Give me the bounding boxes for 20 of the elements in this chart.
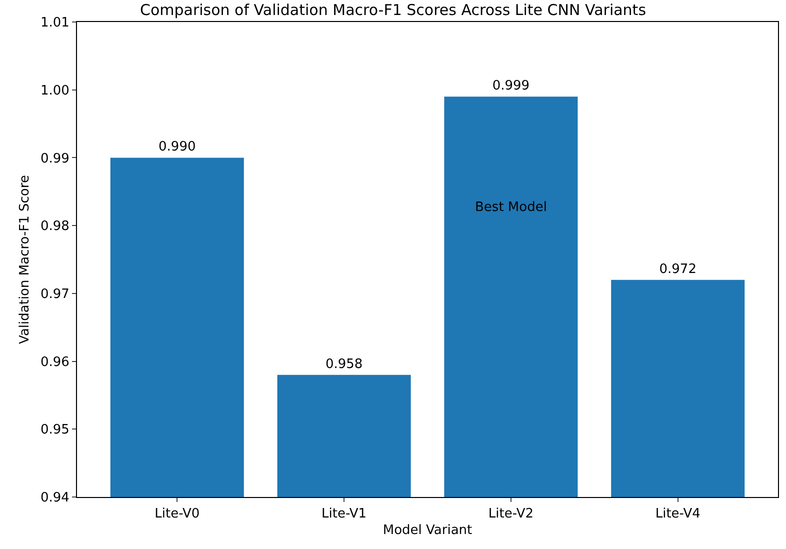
y-tick-label: 0.98 (40, 219, 70, 234)
x-tick-label: Lite-V1 (322, 506, 367, 522)
y-tick-label: 0.96 (40, 354, 70, 370)
y-tick-label: 1.00 (40, 83, 70, 98)
chart-title: Comparison of Validation Macro-F1 Scores Across Lite CNN Variants (140, 0, 646, 19)
data-label: 0.999 (492, 78, 530, 94)
data-label: 0.990 (158, 140, 196, 155)
y-tick-label: 0.94 (40, 490, 70, 506)
x-tick-label: Lite-V2 (488, 506, 534, 522)
x-axis-title: Model Variant (382, 523, 472, 538)
y-tick-label: 1.01 (40, 16, 70, 31)
y-tick-label: 0.95 (40, 422, 70, 438)
x-tick-label: Lite-V0 (154, 506, 200, 522)
data-label: 0.972 (659, 262, 696, 277)
annotation: Best Model (475, 200, 547, 215)
x-tick-label: Lite-V4 (655, 506, 700, 522)
y-axis-title: Validation Macro-F1 Score (17, 175, 32, 344)
y-tick-label: 0.99 (40, 151, 70, 166)
y-tick-label: 0.97 (40, 286, 70, 302)
data-label: 0.958 (325, 356, 363, 372)
